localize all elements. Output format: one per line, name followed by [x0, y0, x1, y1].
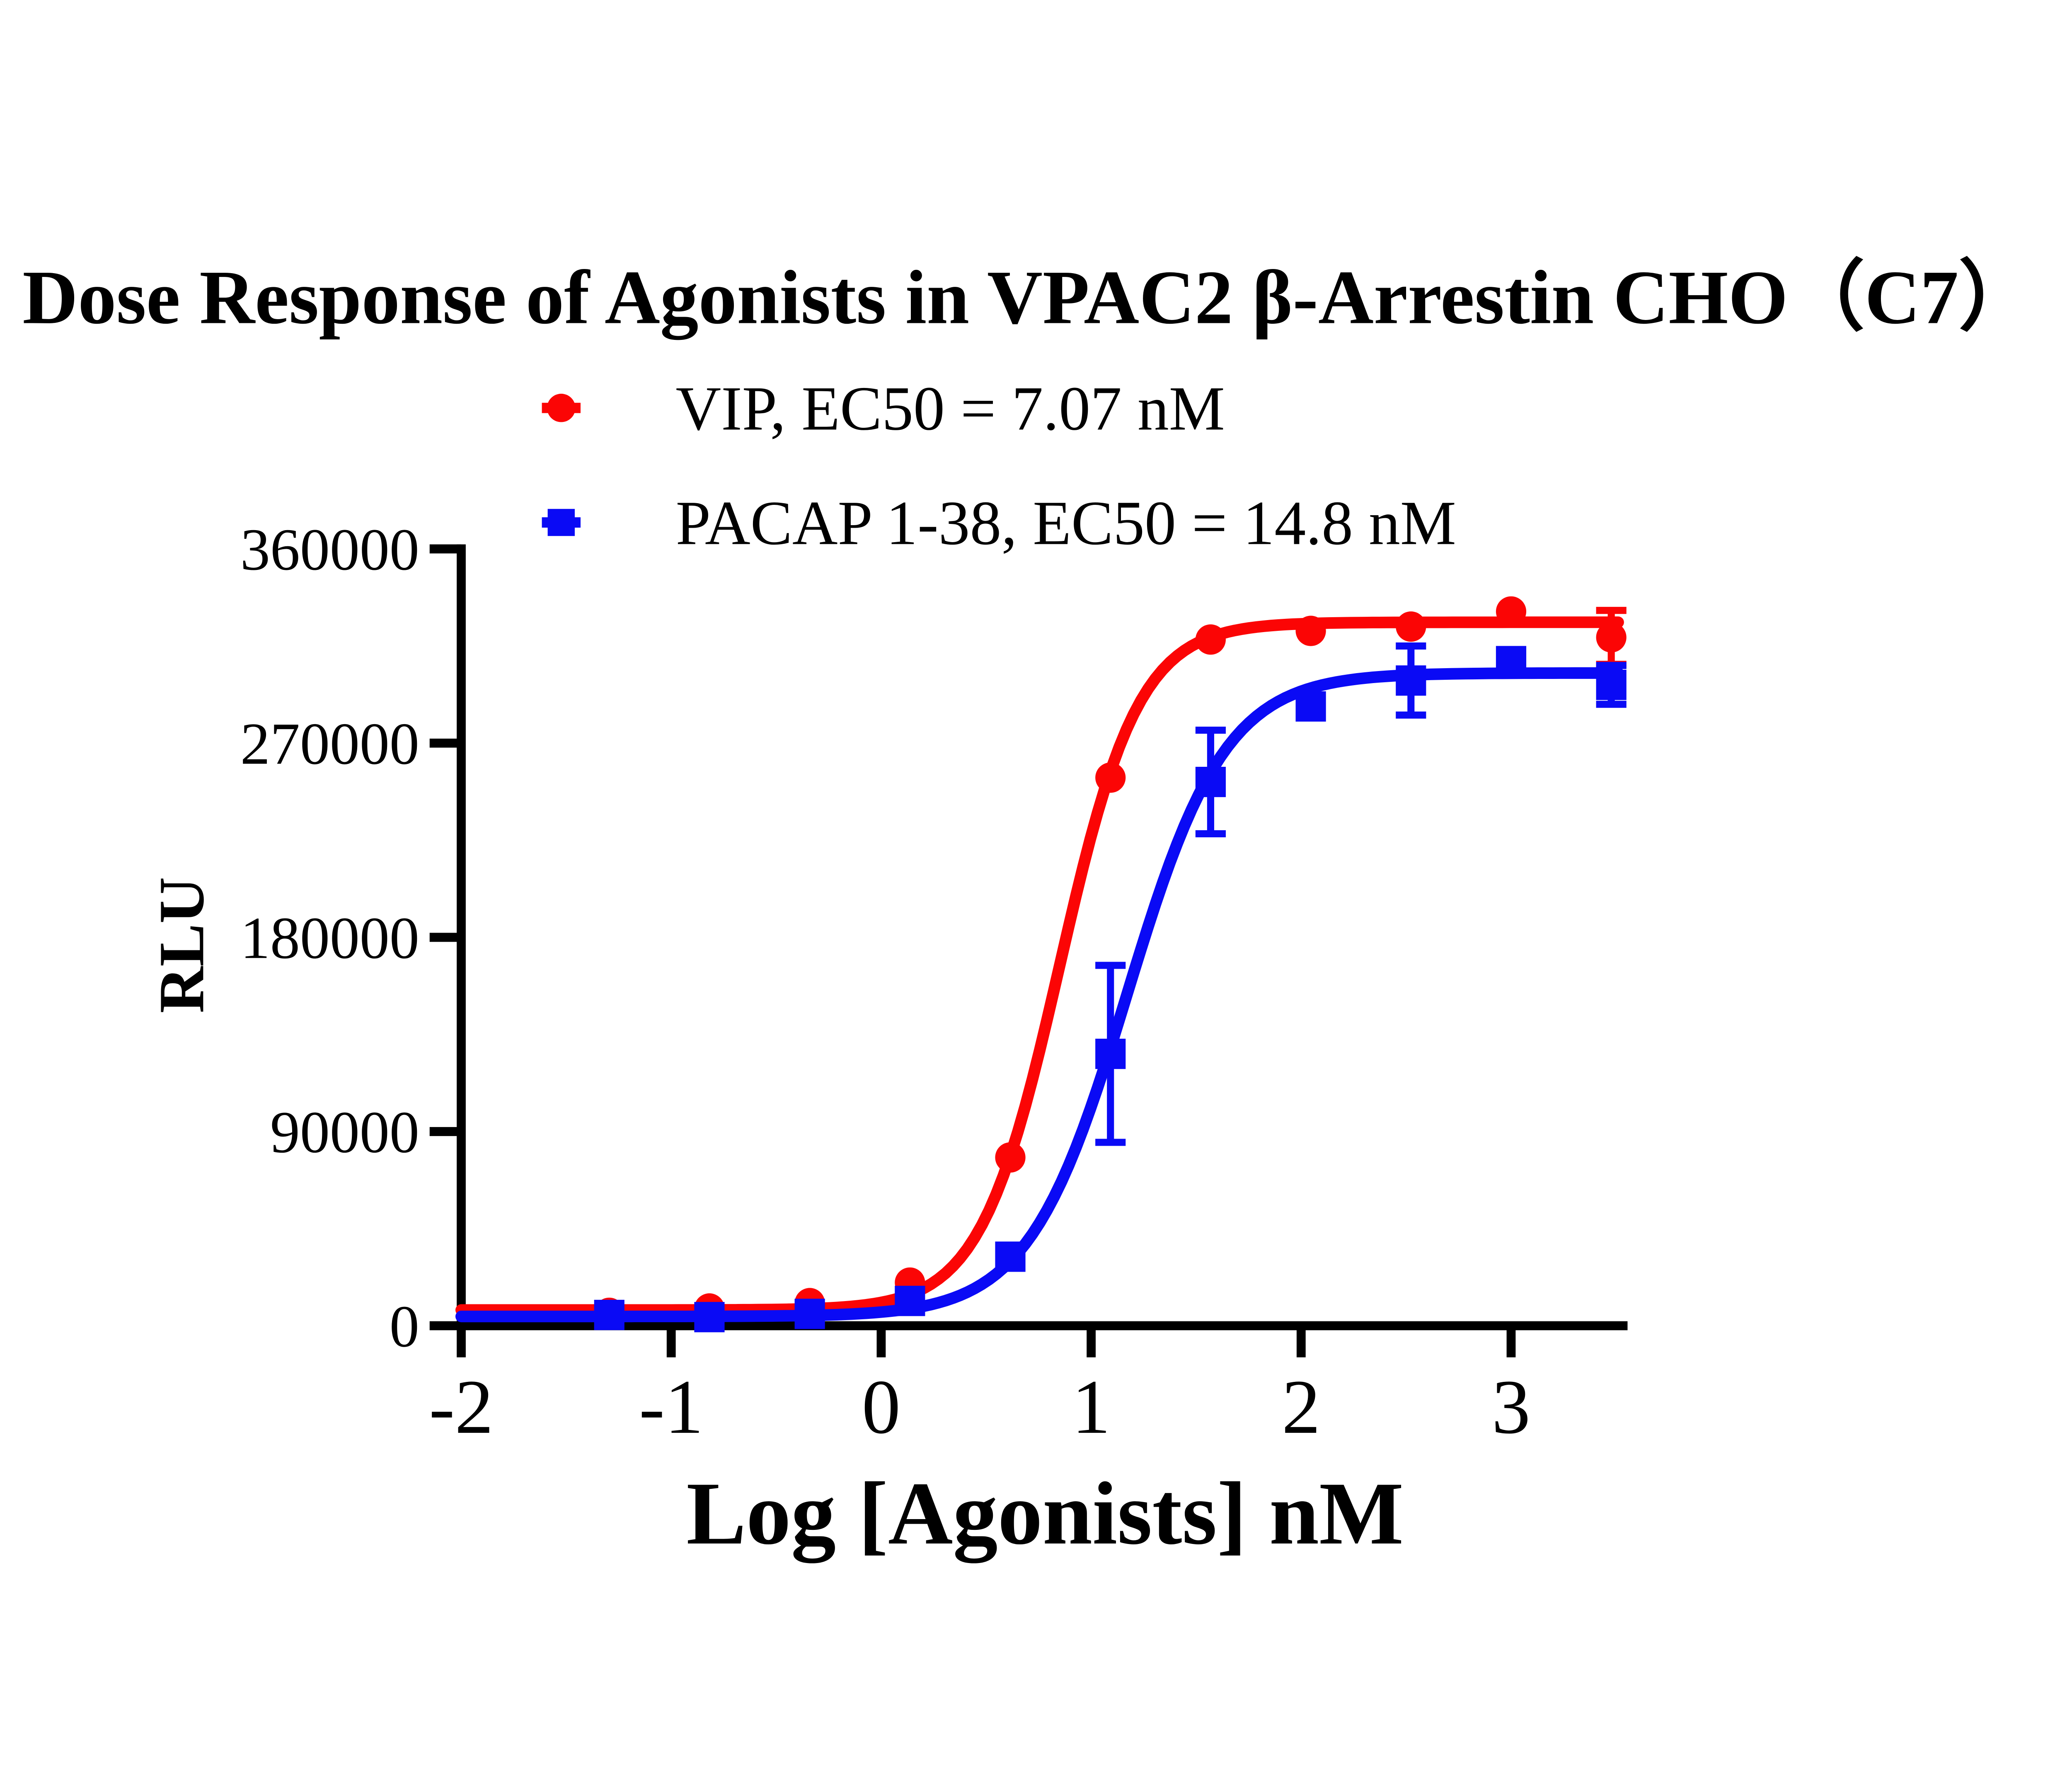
x-axis-title: Log [Agonists] nM	[686, 1464, 1404, 1563]
y-tick-label: 0	[390, 1294, 419, 1360]
vip-data-point	[1295, 616, 1326, 646]
pacap-data-point	[1496, 646, 1527, 676]
pacap-data-point	[1396, 665, 1426, 696]
vip-legend-label: VIP, EC50 = 7.07 nM	[676, 373, 1225, 443]
legend: VIP, EC50 = 7.07 nM PACAP 1-38, EC50 = 1…	[542, 373, 1456, 558]
vip-data-point	[1095, 762, 1126, 793]
pacap-data-point	[694, 1302, 725, 1333]
y-axis-title: RLU	[145, 877, 217, 1013]
vip-data-point	[1195, 624, 1226, 655]
pacap-data-point	[594, 1299, 625, 1330]
pacap-data-point	[1295, 691, 1326, 722]
x-axis-ticks: -2 -1 0 1 2 3	[429, 1326, 1530, 1450]
x-tick-label: 2	[1282, 1364, 1320, 1450]
x-tick-label: -1	[639, 1364, 704, 1450]
y-tick-label: 360000	[240, 517, 419, 583]
pacap-legend-label: PACAP 1-38, EC50 = 14.8 nM	[676, 488, 1456, 558]
vip-data-point	[995, 1142, 1026, 1173]
chart-background	[0, 196, 2072, 1578]
x-tick-label: 1	[1072, 1364, 1110, 1450]
vip-data-point	[1496, 596, 1527, 627]
pacap-data-point	[1195, 766, 1226, 797]
pacap-data-point	[1596, 669, 1627, 700]
data-series-layer	[455, 596, 1627, 1333]
y-axis-ticks: 0 90000 180000 270000 360000	[240, 517, 462, 1360]
legend-item-vip: VIP, EC50 = 7.07 nM	[542, 373, 1225, 443]
y-tick-label: 90000	[270, 1100, 419, 1166]
pacap-data-point	[1095, 1038, 1126, 1069]
x-tick-label: 3	[1492, 1364, 1530, 1450]
vip-data-point	[1596, 622, 1627, 653]
vip-legend-marker-circle-icon	[547, 393, 576, 422]
x-tick-label: 0	[862, 1364, 900, 1450]
y-tick-label: 180000	[240, 905, 419, 971]
pacap-data-point	[794, 1299, 825, 1329]
pacap-data-point	[995, 1241, 1026, 1272]
x-tick-label: -2	[429, 1364, 494, 1450]
plot-area: 0 90000 180000 270000 360000 -2 -1 0 1 2 3 RLU Lo…	[145, 517, 1628, 1563]
y-tick-label: 270000	[240, 711, 419, 777]
pacap-markers	[594, 646, 1627, 1333]
legend-item-pacap: PACAP 1-38, EC50 = 14.8 nM	[542, 488, 1456, 558]
chart-title: Dose Response of Agonists in VPAC2 β-Arr…	[22, 255, 2035, 340]
pacap-legend-marker-square-icon	[547, 509, 575, 536]
vip-data-point	[1396, 611, 1426, 642]
pacap-data-point	[895, 1286, 925, 1316]
